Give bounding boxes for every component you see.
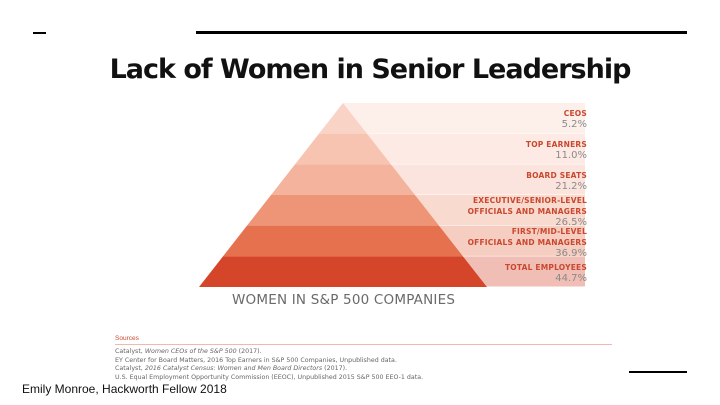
level-row-band: [367, 133, 585, 165]
level-value: 36.9%: [555, 247, 587, 259]
level-value: 26.5%: [555, 216, 587, 228]
level-label: EXECUTIVE/SENIOR-LEVEL OFFICIALS AND MANA…: [468, 195, 587, 228]
slide-footer: Emily Monroe, Hackworth Fellow 2018: [22, 382, 227, 396]
level-category: FIRST/MID-LEVEL: [511, 226, 587, 236]
level-value: 11.0%: [555, 150, 587, 161]
level-value: 21.2%: [555, 180, 587, 192]
pyramid-level: [319, 103, 367, 134]
sources-section: Sources Catalyst, Women CEOs of the S&P …: [115, 335, 612, 383]
level-category: OFFICIALS AND MANAGERS: [467, 237, 587, 247]
level-label: TOTAL EMPLOYEES 44.7%: [505, 262, 587, 284]
pyramid-level: [271, 164, 415, 195]
pyramid-level: [295, 133, 391, 165]
bottom-right-accent-line: [629, 371, 687, 373]
level-label: TOP EARNERS 11.0%: [526, 139, 587, 161]
sources-heading: Sources: [115, 335, 612, 345]
chart-caption: WOMEN IN S&P 500 COMPANIES: [232, 292, 456, 308]
source-citation: Catalyst, 2016 Catalyst Census: Women an…: [115, 365, 348, 373]
level-row-band: [439, 225, 585, 257]
level-value: 44.7%: [555, 272, 587, 284]
level-label: FIRST/MID-LEVEL OFFICIALS AND MANAGERS 36.…: [468, 226, 587, 259]
pyramid-level: [223, 225, 463, 257]
level-category: OFFICIALS AND MANAGERS: [467, 206, 587, 216]
level-label: CEOS 5.2%: [562, 108, 587, 130]
top-right-accent-line: [196, 31, 687, 34]
level-row-band: [391, 164, 585, 195]
slide-title: Lack of Women in Senior Leadership: [109, 54, 632, 85]
level-value: 5.2%: [561, 119, 587, 131]
level-category: CEOS: [563, 109, 587, 119]
level-label: BOARD SEATS 21.2%: [526, 170, 587, 192]
level-row-band: [415, 195, 585, 226]
level-category: TOTAL EMPLOYEES: [504, 262, 587, 272]
pyramid-level: [199, 256, 487, 287]
top-left-accent-line: [33, 32, 46, 34]
source-citation: EY Center for Board Matters, 2016 Top Ea…: [115, 356, 397, 364]
level-row-band: [343, 103, 585, 134]
level-category: TOP EARNERS: [525, 140, 587, 149]
source-citation: Catalyst, Women CEOs of the S&P 500 (201…: [115, 348, 262, 355]
source-citation: U.S. Equal Employment Opportunity Commis…: [115, 374, 424, 382]
level-row-band: [463, 256, 585, 287]
pyramid-level: [247, 195, 439, 226]
level-category: BOARD SEATS: [526, 170, 587, 180]
level-category: EXECUTIVE/SENIOR-LEVEL: [472, 195, 587, 205]
